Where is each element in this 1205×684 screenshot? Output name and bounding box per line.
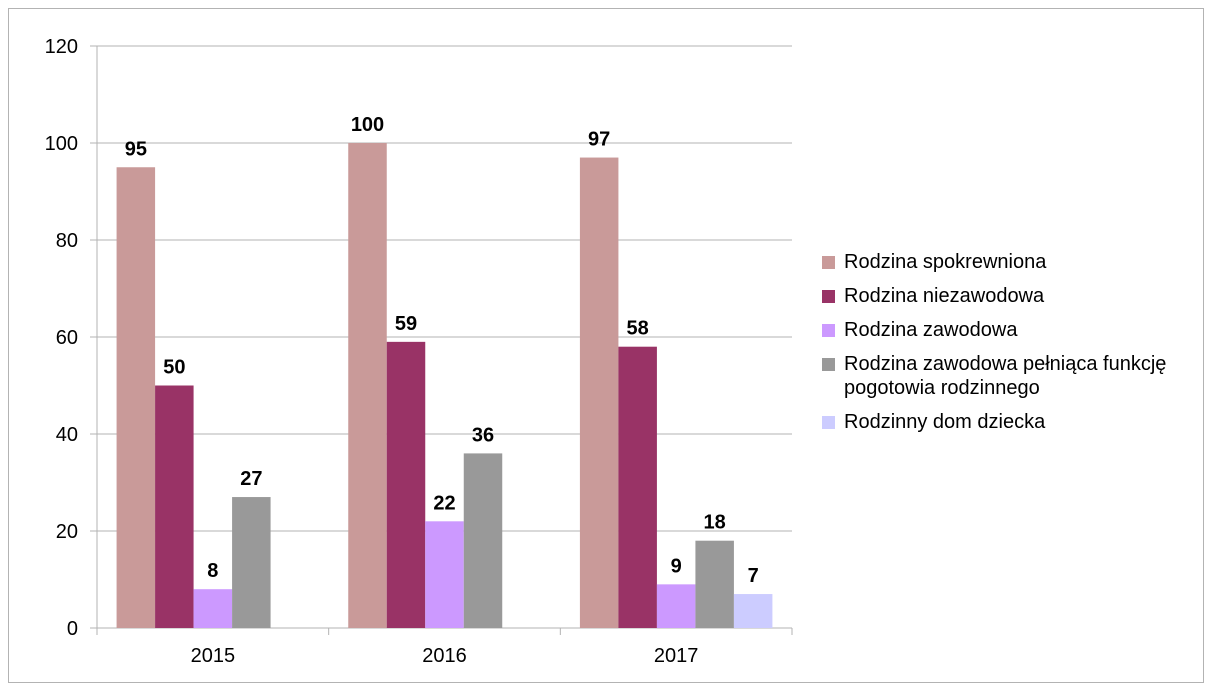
legend-item: Rodzinny dom dziecka	[822, 410, 1202, 434]
bar	[579, 157, 619, 629]
y-tick-label: 120	[45, 36, 78, 58]
y-tick-label: 40	[56, 424, 78, 446]
data-label: 9	[671, 555, 682, 577]
x-tick-label: 2015	[191, 645, 236, 667]
data-label: 97	[588, 129, 610, 151]
bar	[425, 521, 464, 628]
legend-label: Rodzinny dom dziecka	[844, 411, 1046, 433]
legend-swatch	[822, 324, 835, 337]
legend-label: Rodzina zawodowa pełniąca funkcję pogoto…	[844, 353, 1167, 399]
legend-swatch	[822, 416, 835, 429]
bar	[386, 341, 426, 628]
legend-label: Rodzina spokrewniona	[844, 251, 1047, 273]
bar	[463, 453, 503, 628]
legend-swatch	[822, 256, 835, 269]
y-tick-label: 0	[67, 618, 78, 640]
legend-item: Rodzina niezawodowa	[822, 284, 1202, 308]
chart-frame	[8, 8, 1204, 683]
data-label: 58	[627, 318, 649, 340]
y-tick-label: 60	[56, 327, 78, 349]
data-label: 100	[351, 114, 384, 136]
data-label: 50	[163, 357, 185, 379]
y-tick-label: 20	[56, 521, 78, 543]
bar	[348, 143, 387, 628]
legend-label: Rodzina zawodowa	[844, 319, 1018, 341]
data-label: 22	[433, 492, 455, 514]
bar	[695, 540, 734, 628]
legend-item: Rodzina spokrewniona	[822, 250, 1202, 274]
bar	[155, 385, 194, 628]
bar	[618, 346, 657, 628]
data-label: 59	[395, 313, 417, 335]
bar	[193, 589, 233, 628]
data-label: 18	[704, 512, 726, 534]
legend-label: Rodzina niezawodowa	[844, 285, 1045, 307]
bar	[232, 497, 271, 628]
legend-item: Rodzina zawodowa pełniąca funkcję pogoto…	[822, 352, 1202, 400]
legend-swatch	[822, 290, 835, 303]
bar	[116, 167, 156, 628]
legend: Rodzina spokrewniona Rodzina niezawodowa…	[822, 250, 1202, 444]
bar	[733, 594, 773, 628]
legend-swatch	[822, 358, 835, 371]
bar	[656, 584, 696, 628]
data-label: 27	[240, 468, 262, 490]
data-label: 8	[207, 560, 218, 582]
y-tick-label: 80	[56, 230, 78, 252]
data-label: 36	[472, 424, 494, 446]
x-tick-label: 2017	[654, 645, 699, 667]
data-label: 7	[748, 565, 759, 587]
y-tick-label: 100	[45, 133, 78, 155]
x-tick-label: 2016	[422, 645, 467, 667]
data-label: 95	[125, 138, 147, 160]
legend-item: Rodzina zawodowa	[822, 318, 1202, 342]
